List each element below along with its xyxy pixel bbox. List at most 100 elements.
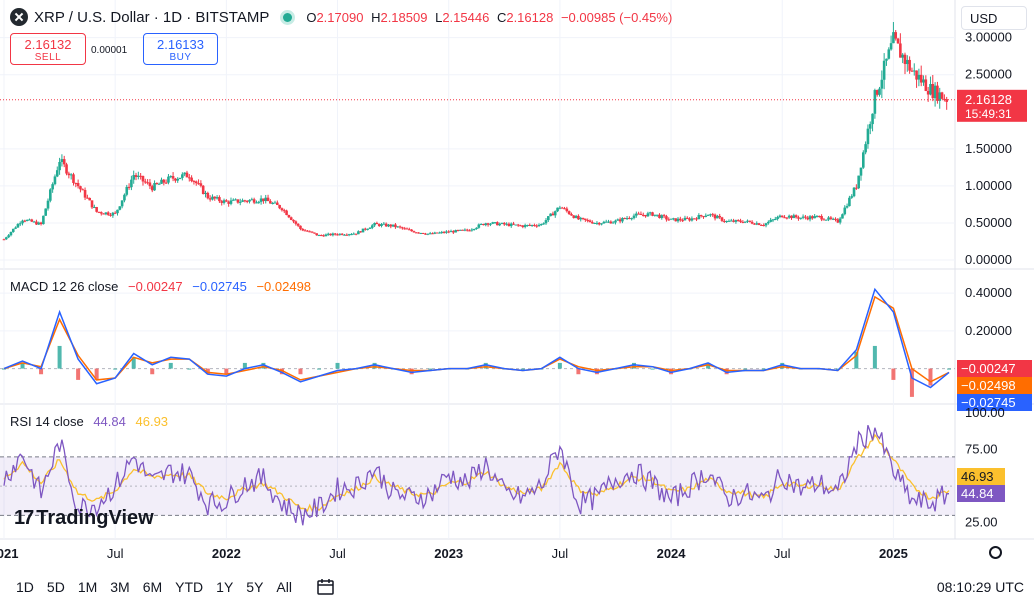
range-6m[interactable]: 6M xyxy=(142,579,163,595)
candle-body xyxy=(384,223,388,227)
candle-body xyxy=(426,233,430,235)
candle-body xyxy=(419,232,423,234)
range-3m[interactable]: 3M xyxy=(110,579,130,595)
candle-body xyxy=(169,176,173,178)
candle-body xyxy=(403,228,406,230)
candle-body xyxy=(213,196,217,199)
tradingview-logo[interactable]: 17 TradingView xyxy=(14,507,154,529)
candle-body xyxy=(713,214,717,219)
macd-histogram-bar xyxy=(279,368,284,375)
candle-body xyxy=(5,237,8,240)
candle-body xyxy=(906,59,909,65)
candle-body xyxy=(570,214,573,216)
sell-button[interactable]: 2.16132 SELL xyxy=(10,33,86,65)
candle-body xyxy=(806,217,810,220)
candle-body xyxy=(79,186,82,190)
settings-gear-icon[interactable] xyxy=(989,546,1002,559)
candle-body xyxy=(368,227,372,229)
candle-body xyxy=(452,231,455,233)
macd-histogram-bar xyxy=(909,368,914,397)
candle-body xyxy=(641,214,645,216)
candle-body xyxy=(134,175,138,177)
candle-body xyxy=(289,217,293,220)
candle-body xyxy=(468,230,471,232)
candle-body xyxy=(778,215,782,217)
candle-body xyxy=(88,197,91,201)
chart-header: XRP / U.S. Dollar · 1D · BITSTAMP O2.170… xyxy=(10,8,676,26)
range-5y[interactable]: 5Y xyxy=(246,579,264,595)
candle-body xyxy=(635,213,638,216)
calendar-icon[interactable] xyxy=(317,578,334,595)
utc-clock[interactable]: 08:10:29 UTC xyxy=(936,579,1024,595)
candle-body xyxy=(190,177,193,182)
candle-body xyxy=(359,231,362,233)
macd-legend[interactable]: MACD 12 26 close −0.00247 −0.02745 −0.02… xyxy=(10,279,312,294)
candle-body xyxy=(431,233,434,235)
macd-tick-label: 0.20000 xyxy=(965,323,1012,338)
currency-select[interactable]: USD xyxy=(961,6,1027,30)
candle-body xyxy=(354,233,358,235)
candle-body xyxy=(862,152,865,168)
candle-body xyxy=(90,200,94,208)
xrp-logo-icon xyxy=(10,8,28,26)
symbol-title[interactable]: XRP / U.S. Dollar · 1D · BITSTAMP xyxy=(34,8,270,26)
candle-body xyxy=(822,219,826,221)
candle-body xyxy=(67,173,71,176)
candle-body xyxy=(711,214,715,216)
candle-body xyxy=(28,219,31,221)
candle-body xyxy=(178,177,182,179)
candle-body xyxy=(637,213,640,215)
macd-histogram-bar xyxy=(94,368,99,380)
candle-body xyxy=(155,182,159,184)
candle-body xyxy=(118,206,122,210)
candle-body xyxy=(465,229,469,231)
candle-body xyxy=(391,224,395,227)
candle-body xyxy=(692,218,696,220)
range-1m[interactable]: 1M xyxy=(77,579,98,595)
range-1y[interactable]: 1Y xyxy=(216,579,234,595)
candle-body xyxy=(653,214,657,216)
candle-body xyxy=(760,224,763,226)
candle-body xyxy=(125,186,129,195)
candle-body xyxy=(192,181,196,183)
candle-body xyxy=(414,232,418,234)
candle-body xyxy=(343,234,346,236)
macd-histogram-bar xyxy=(39,368,44,375)
candle-body xyxy=(521,225,525,228)
market-status-icon xyxy=(283,12,293,22)
candle-body xyxy=(931,84,935,99)
range-all[interactable]: All xyxy=(276,579,292,595)
candle-body xyxy=(72,174,75,183)
candle-body xyxy=(123,194,126,201)
buy-button[interactable]: 2.16133 BUY xyxy=(143,33,218,65)
range-1d[interactable]: 1D xyxy=(16,579,34,595)
candle-body xyxy=(218,197,221,202)
candle-body xyxy=(394,224,397,228)
candle-body xyxy=(929,84,932,95)
candle-body xyxy=(533,224,536,226)
range-5d[interactable]: 5D xyxy=(46,579,65,595)
candle-body xyxy=(21,220,24,224)
candle-body xyxy=(46,200,50,209)
candle-body xyxy=(194,181,198,184)
candle-body xyxy=(829,217,833,219)
candle-body xyxy=(734,220,738,222)
rsi-legend[interactable]: RSI 14 close 44.84 46.93 xyxy=(10,414,169,429)
macd-histogram-bar xyxy=(594,368,599,375)
candle-body xyxy=(282,210,286,212)
candle-body xyxy=(65,164,68,174)
candle-body xyxy=(398,226,402,228)
candle-body xyxy=(86,197,89,199)
candle-body xyxy=(880,79,884,89)
candle-body xyxy=(776,216,779,219)
spread-value: 0.00001 xyxy=(91,45,128,56)
rsi-tick-label: 100.00 xyxy=(965,405,1005,420)
range-ytd[interactable]: YTD xyxy=(175,579,204,595)
candle-body xyxy=(716,215,719,219)
candle-body xyxy=(864,144,867,153)
candle-body xyxy=(785,217,789,219)
price-tick-label: 1.50000 xyxy=(965,141,1012,156)
candle-body xyxy=(859,167,863,176)
candle-body xyxy=(662,215,666,217)
candle-body xyxy=(322,235,325,237)
